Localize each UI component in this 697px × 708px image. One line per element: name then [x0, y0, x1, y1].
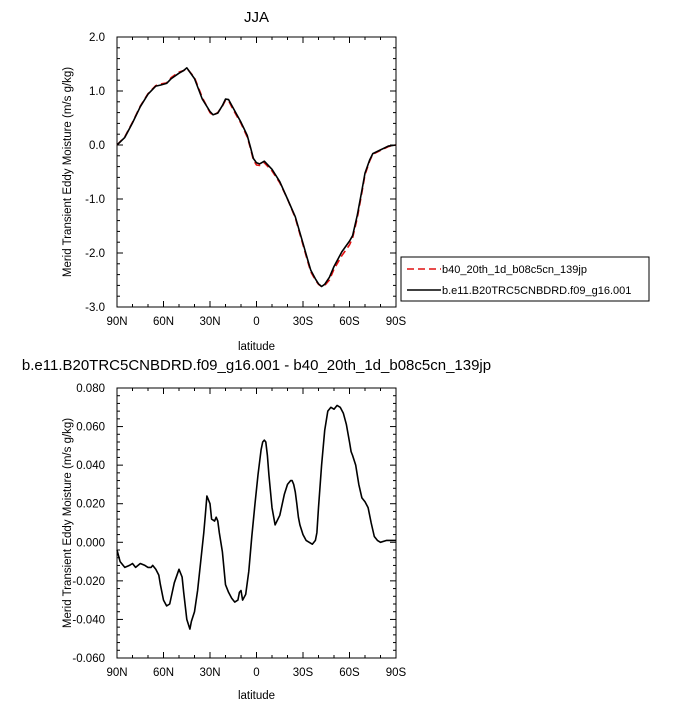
y-tick-label: 0.060 [76, 422, 105, 434]
x-tick-label: 0 [253, 316, 259, 328]
x-tick-label: 30N [199, 316, 220, 328]
x-tick-label: 30N [199, 667, 220, 679]
x-tick-label: 60S [339, 667, 360, 679]
x-tick-label: 30S [293, 667, 314, 679]
series-line-1 [116, 67, 397, 288]
x-tick-label: 30S [293, 316, 314, 328]
y-tick-label: -0.060 [72, 653, 105, 665]
x-tick-label: 90S [386, 667, 407, 679]
legend: b40_20th_1d_b08c5cn_139jp b.e11.B20TRC5CN… [400, 256, 650, 302]
x-tick-label: 60N [153, 316, 174, 328]
x-tick-label: 0 [253, 667, 259, 679]
x-tick-label: 90N [106, 667, 127, 679]
y-tick-label: 0.0 [89, 140, 105, 152]
y-tick-label: -1.0 [85, 194, 105, 206]
legend-label-1: b.e11.B20TRC5CNBDRD.f09_g16.001 [442, 285, 631, 297]
chart-title: b.e11.B20TRC5CNBDRD.f09_g16.001 - b40_20… [22, 357, 491, 374]
x-tick-label: 90N [106, 316, 127, 328]
series-line-0 [116, 67, 397, 288]
y-axis-label: Merid Transient Eddy Moisture (m/s g/kg) [62, 67, 74, 277]
legend-label-0: b40_20th_1d_b08c5cn_139jp [442, 264, 587, 276]
y-tick-label: 0.040 [76, 460, 105, 472]
x-tick-label: 90S [386, 316, 407, 328]
y-tick-label: 1.0 [89, 86, 105, 98]
panel-top: 90N 60N 30N 0 30S 60S 90S -3.0 -2.0 -1.0 0.0 1.0 2.0… [62, 9, 407, 353]
y-tick-label: 0.020 [76, 499, 105, 511]
chart-title: JJA [244, 9, 269, 26]
y-tick-label: 0.080 [76, 383, 105, 395]
y-tick-label: 2.0 [89, 32, 105, 44]
plot-frame [116, 36, 397, 308]
y-tick-label: -0.020 [72, 576, 105, 588]
y-axis-label: Merid Transient Eddy Moisture (m/s g/kg) [62, 418, 74, 628]
x-axis-label: latitude [238, 341, 275, 353]
y-tick-label: 0.000 [76, 537, 105, 549]
plot-frame [116, 387, 397, 659]
y-tick-label: -2.0 [85, 248, 105, 260]
x-tick-label: 60N [153, 667, 174, 679]
legend-box [400, 256, 650, 302]
difference-line [116, 404, 396, 630]
y-tick-label: -0.040 [72, 614, 105, 626]
x-tick-label: 60S [339, 316, 360, 328]
x-axis-label: latitude [238, 690, 275, 702]
y-tick-label: -3.0 [85, 302, 105, 314]
panel-bottom: 90N 60N 30N 0 30S 60S 90S -0.060 -0.040 -0.020 0.0… [22, 357, 491, 702]
